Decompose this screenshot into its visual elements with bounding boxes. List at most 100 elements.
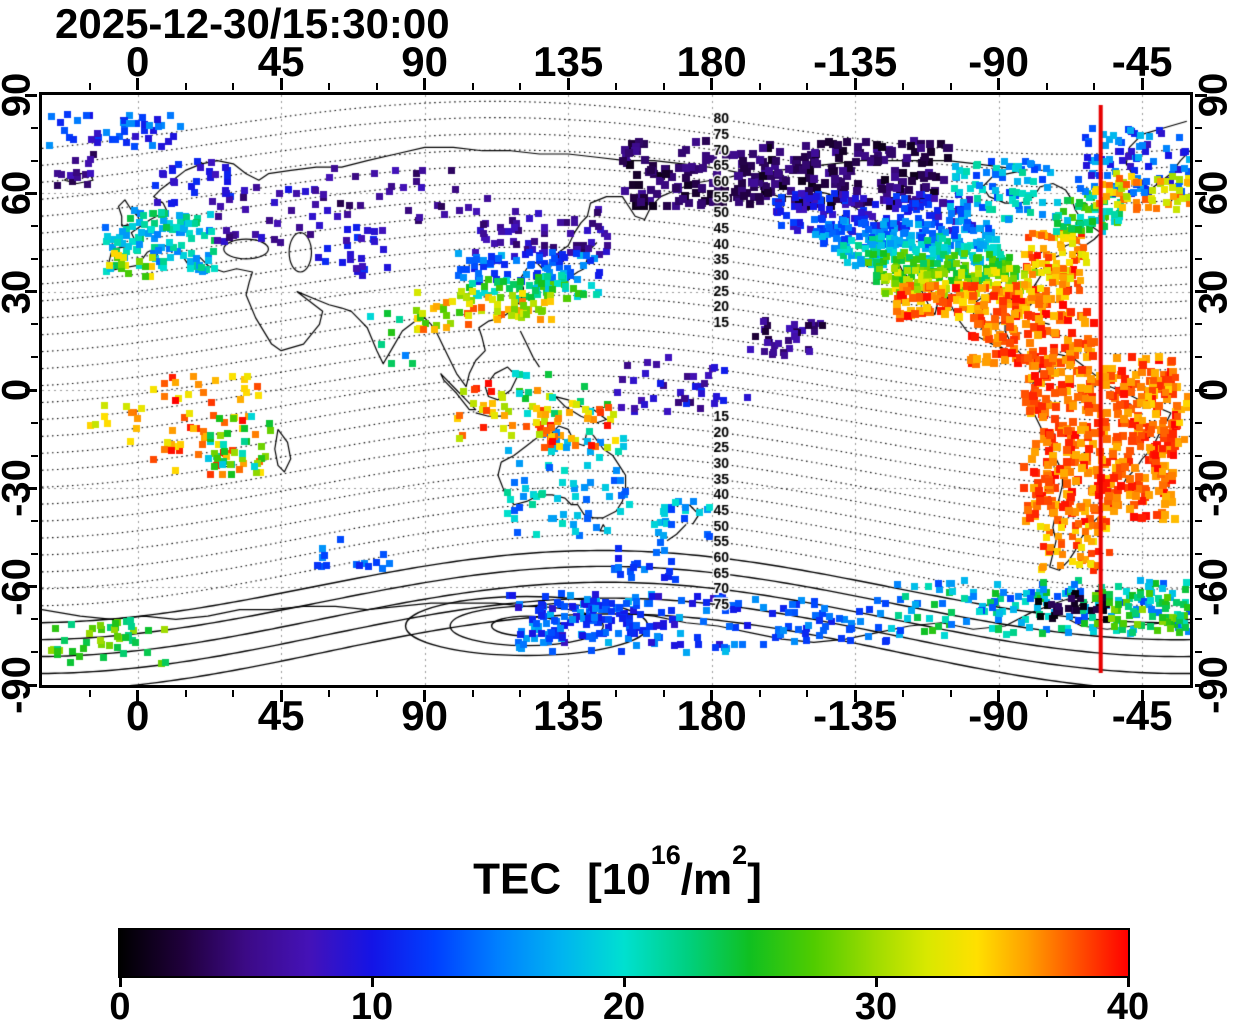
lon-minor-tick-bottom xyxy=(232,690,234,697)
lat-major-tick-right xyxy=(1195,290,1207,293)
lon-minor-tick-top xyxy=(950,83,952,90)
lat-minor-tick-left xyxy=(31,225,38,227)
lon-minor-tick-top xyxy=(806,83,808,90)
lon-minor-tick-top xyxy=(759,83,761,90)
lon-minor-tick-bottom xyxy=(902,690,904,697)
lat-minor-tick-left xyxy=(31,651,38,653)
lat-minor-tick-right xyxy=(1195,520,1202,522)
lon-major-tick-bottom xyxy=(854,690,857,702)
lat-minor-tick-right xyxy=(1195,618,1202,620)
lon-minor-tick-top xyxy=(328,83,330,90)
lon-major-tick-bottom xyxy=(136,690,139,702)
lon-minor-tick-bottom xyxy=(663,690,665,697)
lon-minor-tick-top xyxy=(519,83,521,90)
lat-minor-tick-left xyxy=(31,258,38,260)
lon-minor-tick-bottom xyxy=(185,690,187,697)
lon-minor-tick-bottom xyxy=(472,690,474,697)
timestamp: 2025-12-30/15:30:00 xyxy=(55,0,450,48)
lon-major-tick-top xyxy=(997,78,1000,90)
lat-major-tick-left xyxy=(25,684,37,687)
lon-major-tick-bottom xyxy=(280,690,283,702)
lat-minor-tick-right xyxy=(1195,553,1202,555)
lat-minor-tick-left xyxy=(31,160,38,162)
colorbar-title-text: TEC xyxy=(473,855,561,904)
lon-minor-tick-top xyxy=(902,83,904,90)
lat-minor-tick-left xyxy=(31,422,38,424)
colorbar-tick-label: 30 xyxy=(855,986,897,1029)
colorbar-unit-exponent: 16 xyxy=(651,840,681,870)
lon-major-tick-bottom xyxy=(1141,690,1144,702)
lat-minor-tick-left xyxy=(31,520,38,522)
lon-minor-tick-top xyxy=(376,83,378,90)
lat-major-tick-right xyxy=(1195,94,1207,97)
colorbar-unit-exponent2: 2 xyxy=(732,840,747,870)
lon-minor-tick-bottom xyxy=(376,690,378,697)
lat-major-tick-left xyxy=(25,389,37,392)
lon-major-tick-bottom xyxy=(567,690,570,702)
lon-major-tick-bottom xyxy=(423,690,426,702)
lat-major-tick-right xyxy=(1195,192,1207,195)
colorbar-title: TEC [1016/m2] xyxy=(0,854,1235,905)
lat-major-tick-left xyxy=(25,487,37,490)
colorbar-tick-label: 40 xyxy=(1107,986,1149,1029)
lat-minor-tick-left xyxy=(31,618,38,620)
colorbar-tick-label: 10 xyxy=(351,986,393,1029)
lat-minor-tick-right xyxy=(1195,323,1202,325)
lon-minor-tick-bottom xyxy=(1046,690,1048,697)
lat-major-tick-right xyxy=(1195,585,1207,588)
lat-minor-tick-right xyxy=(1195,422,1202,424)
lon-minor-tick-top xyxy=(232,83,234,90)
lon-major-tick-top xyxy=(567,78,570,90)
lat-major-tick-left xyxy=(25,290,37,293)
lat-minor-tick-left xyxy=(31,356,38,358)
lat-major-tick-left xyxy=(25,585,37,588)
lat-minor-tick-right xyxy=(1195,127,1202,129)
lat-minor-tick-right xyxy=(1195,356,1202,358)
colorbar-unit-suffix: ] xyxy=(747,855,762,904)
lat-minor-tick-right xyxy=(1195,225,1202,227)
tec-map-canvas xyxy=(42,95,1190,685)
colorbar-unit-mid: /m xyxy=(681,855,732,904)
lon-minor-tick-top xyxy=(89,83,91,90)
lon-major-tick-top xyxy=(136,78,139,90)
lon-major-tick-bottom xyxy=(997,690,1000,702)
lat-major-tick-right xyxy=(1195,684,1207,687)
lon-minor-tick-top xyxy=(472,83,474,90)
lon-minor-tick-top xyxy=(615,83,617,90)
lat-minor-tick-left xyxy=(31,127,38,129)
lon-major-tick-top xyxy=(280,78,283,90)
lat-major-tick-right xyxy=(1195,389,1207,392)
lon-major-tick-top xyxy=(854,78,857,90)
lon-major-tick-top xyxy=(1141,78,1144,90)
lon-major-tick-bottom xyxy=(710,690,713,702)
lon-minor-tick-top xyxy=(1093,83,1095,90)
map-frame xyxy=(39,92,1193,688)
lon-major-tick-top xyxy=(423,78,426,90)
lon-major-tick-top xyxy=(710,78,713,90)
lon-minor-tick-bottom xyxy=(950,690,952,697)
lat-major-tick-left xyxy=(25,94,37,97)
lon-minor-tick-bottom xyxy=(806,690,808,697)
lat-minor-tick-right xyxy=(1195,160,1202,162)
lat-minor-tick-right xyxy=(1195,651,1202,653)
lat-major-tick-right xyxy=(1195,487,1207,490)
lat-minor-tick-right xyxy=(1195,258,1202,260)
lon-minor-tick-bottom xyxy=(519,690,521,697)
lat-minor-tick-left xyxy=(31,455,38,457)
lon-minor-tick-top xyxy=(663,83,665,90)
colorbar-tick-label: 20 xyxy=(603,986,645,1029)
lat-minor-tick-left xyxy=(31,553,38,555)
lon-minor-tick-top xyxy=(185,83,187,90)
lat-major-tick-left xyxy=(25,192,37,195)
lat-minor-tick-right xyxy=(1195,455,1202,457)
lon-minor-tick-bottom xyxy=(759,690,761,697)
colorbar-tick-label: 0 xyxy=(109,986,130,1029)
colorbar xyxy=(118,928,1130,978)
colorbar-unit: [1016/m2] xyxy=(587,855,762,904)
lon-minor-tick-bottom xyxy=(1093,690,1095,697)
lon-minor-tick-bottom xyxy=(89,690,91,697)
lon-minor-tick-bottom xyxy=(615,690,617,697)
lon-minor-tick-top xyxy=(1046,83,1048,90)
lon-minor-tick-bottom xyxy=(328,690,330,697)
